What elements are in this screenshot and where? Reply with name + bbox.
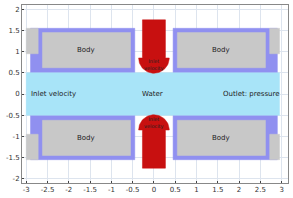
svg-text:-3: -3	[23, 186, 30, 194]
svg-text:-1: -1	[13, 133, 20, 141]
svg-text:-1: -1	[108, 186, 115, 194]
svg-text:1: 1	[194, 186, 198, 194]
svg-text:Body: Body	[212, 46, 230, 54]
svg-text:Inletvelocity: Inletvelocity	[144, 58, 164, 72]
svg-text:1.5: 1.5	[8, 27, 19, 35]
svg-text:Outlet: pressure: Outlet: pressure	[223, 90, 280, 98]
svg-text:1: 1	[15, 48, 19, 56]
svg-text:-1.5: -1.5	[6, 154, 20, 162]
svg-text:-2.5: -2.5	[41, 186, 55, 194]
svg-text:Body: Body	[77, 46, 95, 54]
svg-text:-2: -2	[65, 186, 72, 194]
svg-text:-1.5: -1.5	[83, 186, 97, 194]
svg-text:-2: -2	[13, 175, 20, 183]
svg-text:Water: Water	[142, 90, 163, 98]
svg-text:0.5: 0.5	[170, 186, 181, 194]
svg-text:3: 3	[279, 186, 283, 194]
svg-text:Body: Body	[212, 134, 230, 142]
svg-text:2: 2	[237, 186, 241, 194]
svg-text:0: 0	[15, 90, 19, 98]
svg-text:0.5: 0.5	[8, 69, 19, 77]
svg-text:Body: Body	[77, 134, 95, 142]
svg-text:-0.5: -0.5	[126, 186, 140, 194]
svg-text:1.5: 1.5	[212, 186, 223, 194]
svg-text:2.5: 2.5	[255, 186, 266, 194]
svg-text:Inletvelocity: Inletvelocity	[144, 116, 164, 130]
svg-text:Inlet velocity: Inlet velocity	[31, 90, 76, 98]
svg-text:-0.5: -0.5	[6, 112, 20, 120]
svg-text:0: 0	[152, 186, 156, 194]
svg-text:2: 2	[15, 6, 19, 14]
